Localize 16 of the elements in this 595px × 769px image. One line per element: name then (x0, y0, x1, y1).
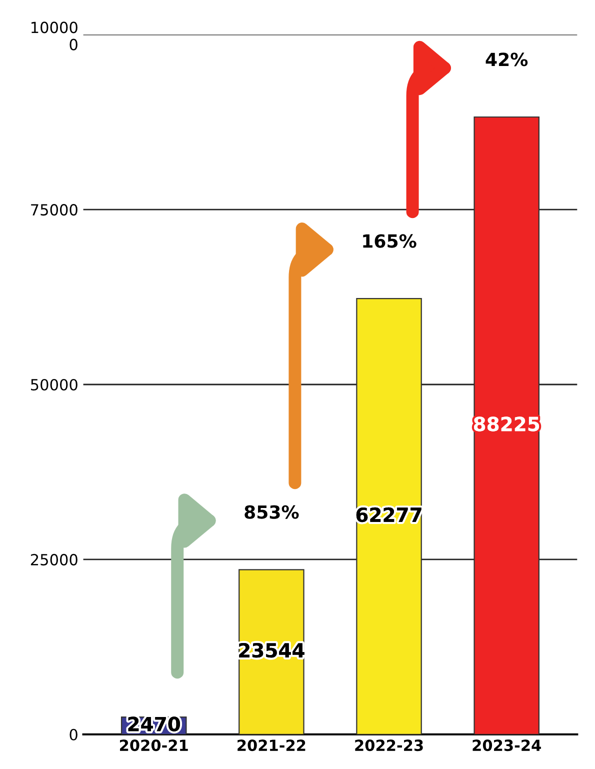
y-tick-label: 25000 (30, 554, 78, 566)
annotation: 165% (363, 234, 416, 248)
y-tick-label: 10000 0 (32, 22, 78, 50)
bar (238, 569, 304, 734)
x-tick-label: 2020-21 (120, 740, 188, 752)
x-tick-label: 2023-24 (472, 740, 541, 752)
annotation: 853% (244, 505, 299, 519)
data-label: 2470 (128, 716, 180, 732)
bar (474, 116, 540, 734)
annotation: 42% (486, 52, 528, 66)
y-tick-label: 50000 (31, 378, 78, 391)
y-tick-label: 75000 (31, 204, 78, 216)
x-tick-label: 2021-22 (238, 740, 306, 752)
x-tick-label: 2022-23 (355, 740, 423, 752)
bar (356, 298, 422, 734)
y-tick-label: 0 (70, 728, 78, 740)
